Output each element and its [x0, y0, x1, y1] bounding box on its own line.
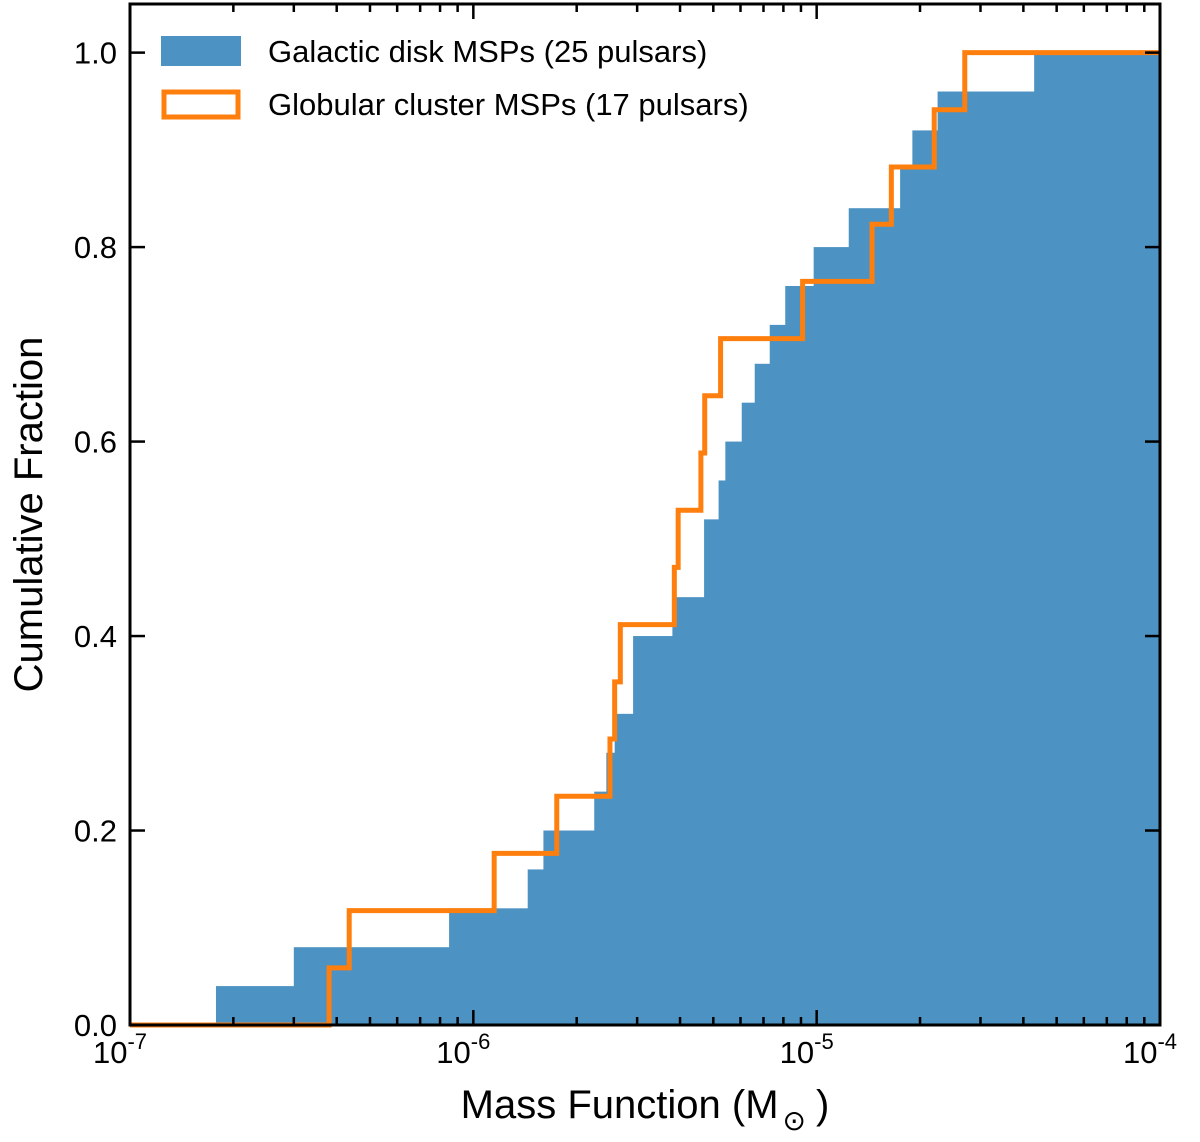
x-tick-base: 10	[436, 1035, 470, 1070]
histogram-bar	[725, 441, 743, 1026]
x-tick-exponent: -7	[127, 1029, 147, 1054]
legend-swatch-galactic-disk	[161, 36, 241, 66]
histogram-bar	[606, 752, 616, 1025]
x-axis-label-text: Mass Function (M	[461, 1083, 779, 1127]
histogram-bar	[937, 91, 1035, 1025]
x-tick-exponent: -6	[471, 1029, 491, 1054]
histogram-bar	[848, 208, 901, 1025]
histogram-bar	[769, 324, 786, 1025]
histogram-bar	[704, 519, 720, 1025]
x-tick-base: 10	[780, 1035, 814, 1070]
histogram-bar	[543, 830, 595, 1025]
ticks-layer: 10-7 10-6 10-5 10-40.00.20.40.60.81.0	[74, 4, 1177, 1070]
x-tick-base: 10	[93, 1035, 127, 1070]
plot-frame	[128, 2, 1162, 1027]
x-tick-exponent: -4	[1157, 1029, 1177, 1054]
histogram-bar	[215, 986, 295, 1025]
histogram-bar	[594, 791, 607, 1025]
x-tick-label: 10-5	[780, 1029, 834, 1070]
histogram-bar	[1034, 52, 1161, 1026]
histogram-bar	[449, 908, 529, 1025]
histogram-bar	[633, 636, 673, 1025]
legend: Galactic disk MSPs (25 pulsars) Globular…	[161, 34, 749, 122]
histogram-bar	[813, 247, 850, 1026]
histogram-bar	[785, 285, 815, 1025]
series-globular-cluster	[130, 50, 1160, 1028]
y-tick-label: 0.0	[74, 1008, 117, 1043]
histogram-bar	[527, 869, 545, 1025]
histogram-bar	[741, 402, 756, 1026]
x-tick-base: 10	[1123, 1035, 1157, 1070]
x-axis-label-close: )	[816, 1083, 829, 1127]
histogram-bar	[754, 363, 771, 1025]
histogram-bar	[672, 597, 705, 1025]
histogram-bar	[900, 169, 913, 1026]
y-axis-label: Cumulative Fraction	[7, 337, 51, 693]
y-tick-label: 1.0	[74, 36, 117, 71]
x-tick-label: 10-7	[93, 1029, 147, 1070]
series-galactic-disk	[215, 52, 1161, 1026]
histogram-bar	[718, 480, 726, 1025]
legend-label-galactic-disk: Galactic disk MSPs (25 pulsars)	[268, 34, 707, 69]
histogram-bar	[293, 947, 450, 1025]
y-tick-label: 0.2	[74, 814, 117, 849]
x-tick-exponent: -5	[814, 1029, 834, 1054]
x-axis-label-sun-symbol: ⊙	[783, 1105, 806, 1136]
histogram-bar	[912, 130, 939, 1025]
y-tick-label: 0.4	[74, 619, 117, 654]
y-tick-label: 0.6	[74, 425, 117, 460]
legend-swatch-globular-cluster	[161, 89, 241, 120]
x-axis-label: Mass Function (M ⊙)	[461, 1083, 830, 1136]
x-tick-label: 10-6	[436, 1029, 490, 1070]
y-tick-label: 0.8	[74, 230, 117, 265]
histogram-bar	[614, 713, 634, 1025]
axis-labels-layer: Cumulative Fraction Mass Function (M ⊙)	[7, 337, 829, 1136]
legend-label-globular-cluster: Globular cluster MSPs (17 pulsars)	[268, 87, 749, 122]
series-layer	[130, 50, 1161, 1028]
x-tick-label: 10-4	[1123, 1029, 1177, 1070]
cumulative-step-line	[130, 50, 1160, 1028]
